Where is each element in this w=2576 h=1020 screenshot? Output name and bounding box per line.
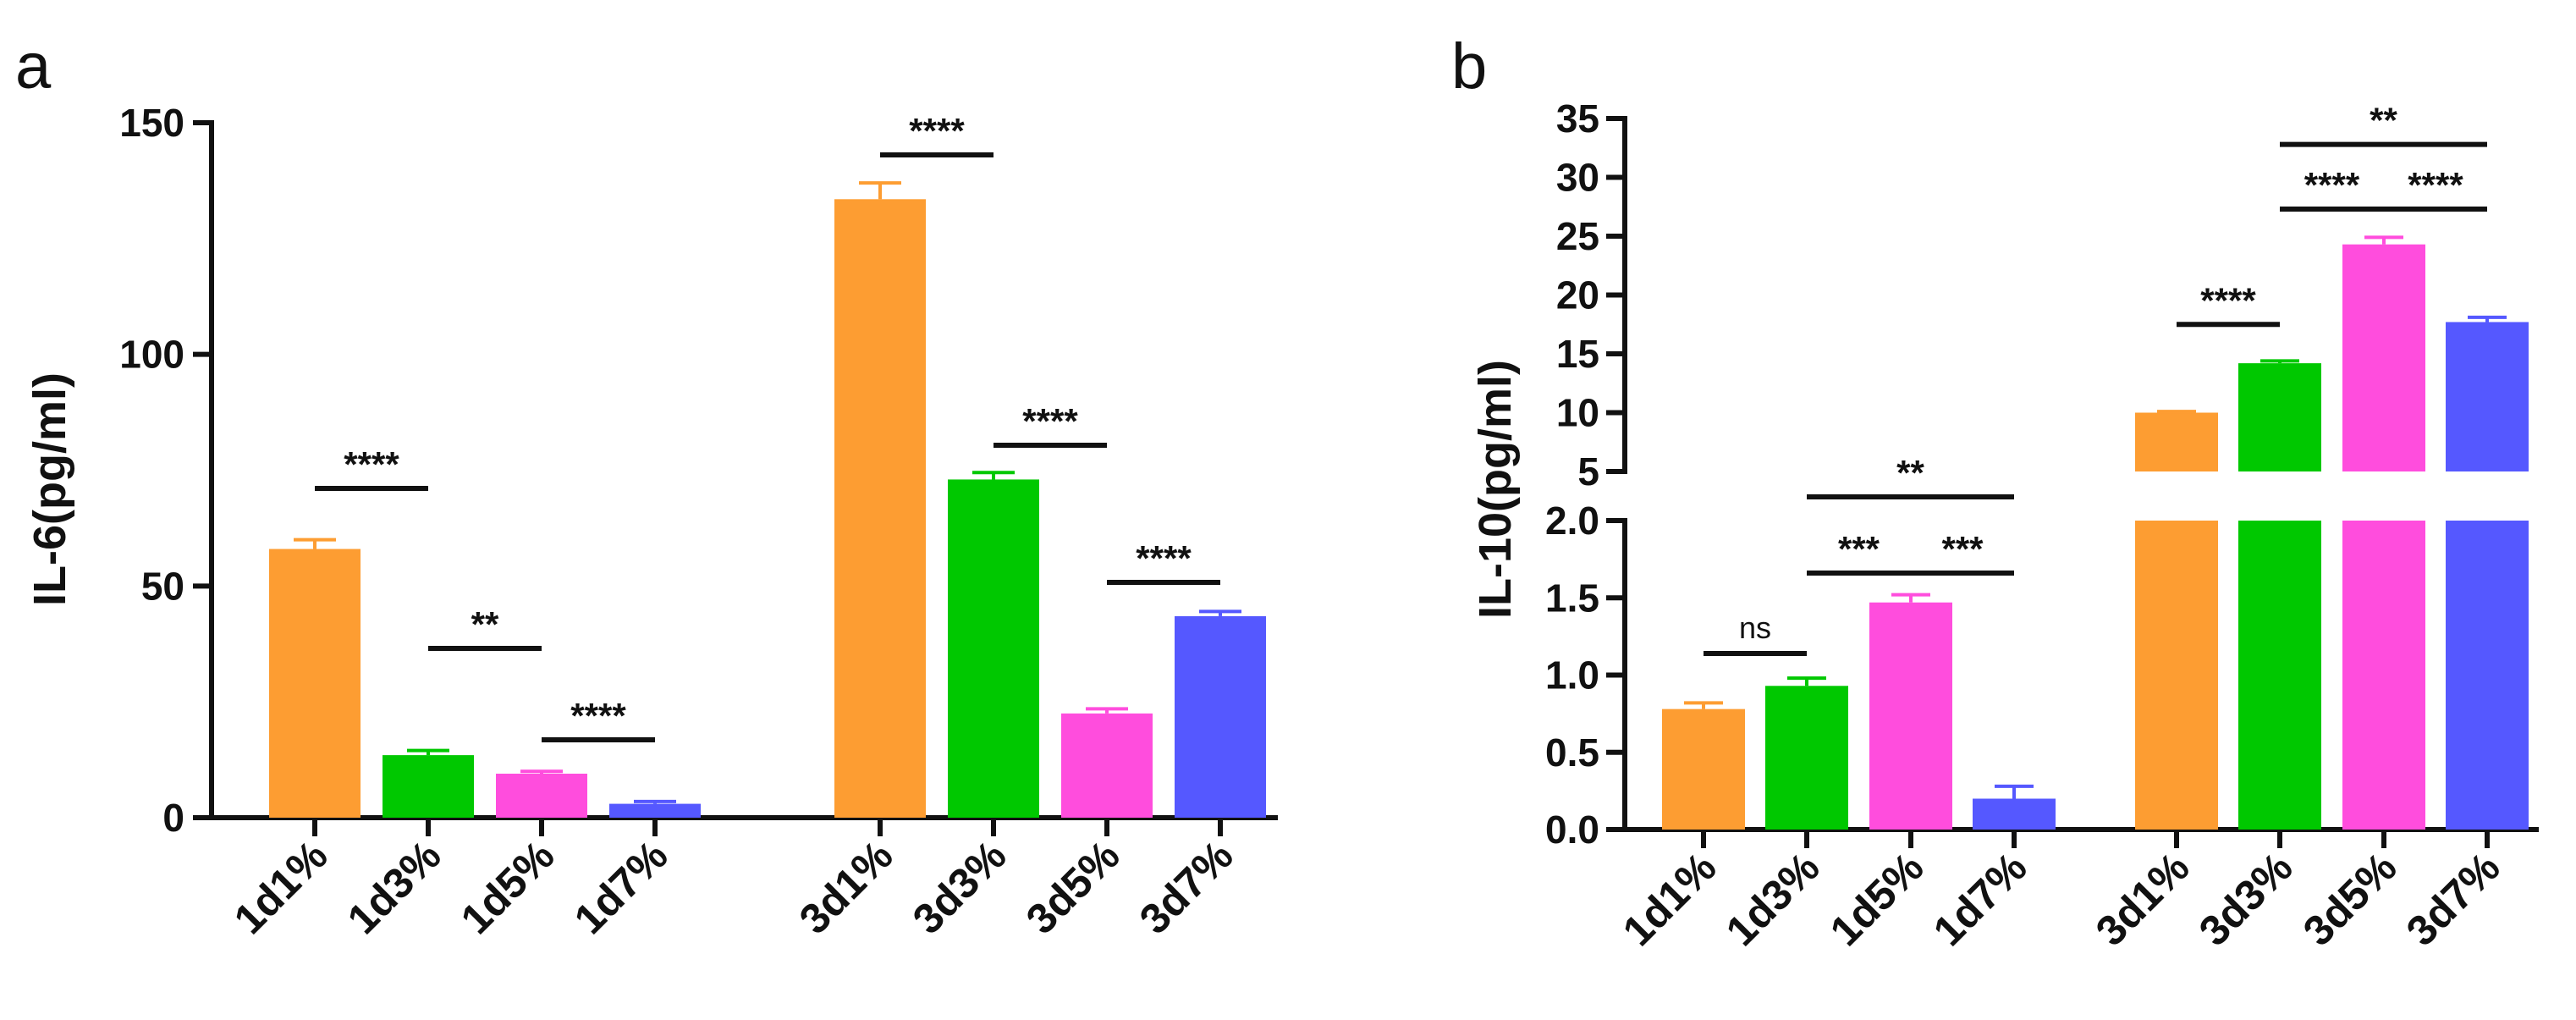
panel-b-x-tick-label: 1d1% [1614,843,1726,955]
panel-b-significance-label: *** [1838,529,1880,569]
panel-b-bar-lower-segment [2135,521,2218,830]
panel-b-y-tick-label: 35 [1556,96,1599,141]
panel-b-significance-label: **** [2200,280,2256,320]
panel-b-y-tick-label: 25 [1556,214,1599,258]
panel-b-significance-label: *** [1941,529,1984,569]
panel-b-bar [1869,602,1952,830]
panel-a-x-tick-label: 1d5% [452,831,564,943]
panel-b-y-axis-title: IL-10(pg/ml) [1470,360,1521,619]
panel-a-x-tick-label: 1d7% [565,831,677,943]
panel-b-significance-label: **** [2408,165,2463,205]
panel-b-x-tick-label: 1d3% [1717,843,1829,955]
panel-b-x-tick-label: 3d7% [2397,843,2509,955]
panel-a-bar [383,755,474,818]
panel-b-y-tick-label: 5 [1577,449,1599,493]
panel-a-chart: a IL-6(pg/ml) 050100150*****************… [15,30,1278,943]
panel-a-significance-label: **** [344,444,399,484]
panel-b-significance-label: **** [2304,165,2360,205]
panel-a-bar [1175,615,1266,818]
panel-b-bar-lower-segment [2446,521,2529,830]
panel-b-y-tick-label: 1.0 [1545,653,1599,697]
panel-b-y-tick-label: 10 [1556,391,1599,435]
panel-a-bar [609,803,701,818]
panel-b-significance-label: ** [1896,453,1924,493]
panel-b-bar [1973,798,2056,830]
panel-a-bar [496,774,587,818]
panel-a-x-tick-label: 3d3% [904,831,1016,943]
panel-a-x-tick-label: 3d1% [790,831,902,943]
panel-a-letter: a [15,30,52,102]
panel-b-bar [2446,322,2529,471]
panel-a-significance-label: **** [1136,538,1192,578]
panel-a-x-tick-label: 3d5% [1017,831,1129,943]
panel-a-bar [948,479,1039,818]
panel-b-bar [1662,708,1745,830]
panel-b-x-tick-label: 1d5% [1821,843,1933,955]
panel-b-y-tick-label: 0.5 [1545,731,1599,775]
panel-a-y-tick-label: 0 [162,796,184,840]
panel-a-x-tick-label: 1d3% [339,831,450,943]
panel-a-y-tick-label: 150 [119,101,184,145]
panel-b-bar [1765,686,1848,830]
panel-b-significance-label: ** [2370,101,2397,141]
panel-a-bar [269,549,361,818]
panel-a-x-tick-label: 3d7% [1131,831,1242,943]
panel-b-letter: b [1451,30,1487,102]
panel-b-x-tick-label: 3d5% [2294,843,2406,955]
panel-b-bar [2238,363,2321,471]
panel-b-bar-lower-segment [2238,521,2321,830]
panel-a-significance-label: **** [1022,401,1078,441]
panel-b-x-tick-label: 3d3% [2190,843,2302,955]
panel-a-significance-label: **** [570,696,626,736]
panel-a-bar [1061,713,1153,818]
panel-b-bar-lower-segment [2342,521,2425,830]
panel-a-y-tick-label: 50 [141,564,184,608]
panel-b-significance-label: ns [1739,610,1771,645]
panel-b-chart: b IL-10(pg/ml) 0.0 0.5 1.0 1.5 2.0 5 10 15 20 25 3… [1451,30,2539,955]
panel-a-bar [834,199,926,818]
panel-b-bar [2342,244,2425,471]
panel-a-significance-label: ** [471,604,499,644]
panel-b-bar [2135,412,2218,471]
panel-b-y-tick-label: 20 [1556,273,1599,317]
panel-b-y-tick-label: 0.0 [1545,808,1599,852]
panel-b-y-tick-label: 15 [1556,332,1599,376]
panel-b-x-tick-label: 1d7% [1924,843,2036,955]
panel-a-y-tick-label: 100 [119,333,184,377]
panel-b-y-tick-label: 30 [1556,156,1599,200]
panel-a-x-tick-label: 1d1% [225,831,337,943]
panel-a-significance-label: **** [909,111,965,151]
panel-a-y-axis-title: IL-6(pg/ml) [25,372,75,606]
panel-b-x-tick-label: 3d1% [2087,843,2199,955]
panel-b-y-tick-label: 2.0 [1545,499,1599,543]
panel-b-y-tick-label: 1.5 [1545,576,1599,620]
